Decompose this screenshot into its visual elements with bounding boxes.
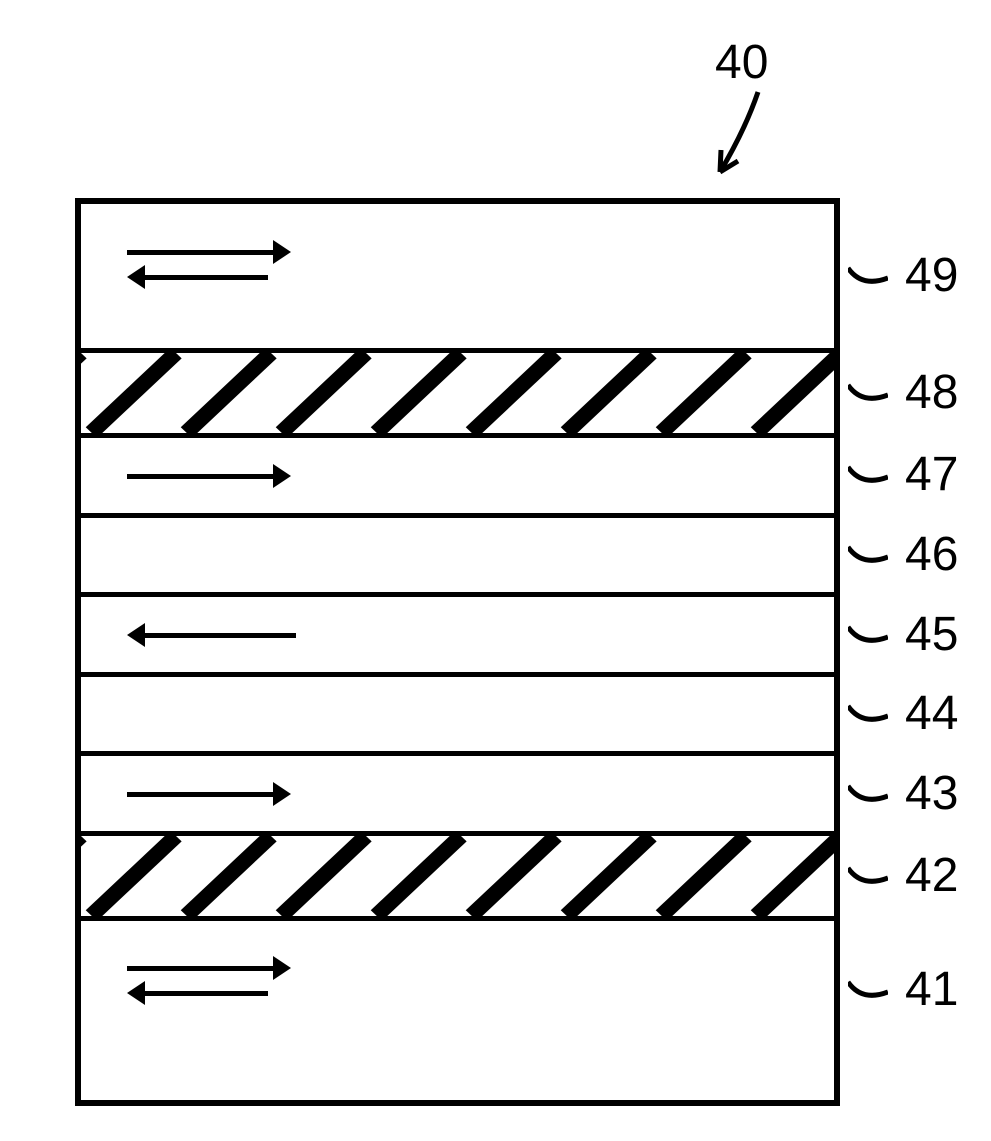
arrow-45-0: [127, 633, 296, 638]
layer-stack: [75, 198, 840, 1106]
tick-43: [848, 782, 888, 806]
label-45: 45: [905, 607, 958, 662]
tick-44: [848, 702, 888, 726]
label-42: 42: [905, 848, 958, 903]
tick-41: [848, 978, 888, 1002]
layer-46: [81, 513, 834, 593]
tick-46: [848, 543, 888, 567]
tick-42: [848, 864, 888, 888]
arrow-47-0: [127, 474, 277, 479]
arrow-43-0: [127, 792, 277, 797]
label-44: 44: [905, 686, 958, 741]
layer-45: [81, 592, 834, 672]
hatch-48: [81, 353, 834, 433]
label-49: 49: [905, 248, 958, 303]
layer-48: [81, 348, 834, 433]
layer-43: [81, 751, 834, 831]
tick-47: [848, 463, 888, 487]
label-46: 46: [905, 527, 958, 582]
arrow-49-0: [127, 250, 277, 255]
pointer-arrow-40: [0, 0, 991, 205]
label-43: 43: [905, 766, 958, 821]
label-47: 47: [905, 447, 958, 502]
tick-48: [848, 381, 888, 405]
arrow-49-1: [127, 275, 268, 280]
diagram-canvas: 40 494847464544434241: [0, 0, 991, 1141]
tick-45: [848, 623, 888, 647]
label-41: 41: [905, 962, 958, 1017]
hatch-42: [81, 836, 834, 916]
layer-41: [81, 916, 834, 1060]
tick-49: [848, 264, 888, 288]
arrow-41-0: [127, 966, 277, 971]
label-48: 48: [905, 365, 958, 420]
layer-42: [81, 831, 834, 916]
layer-44: [81, 672, 834, 752]
layer-49: [81, 204, 834, 348]
layer-47: [81, 433, 834, 513]
arrow-41-1: [127, 991, 268, 996]
